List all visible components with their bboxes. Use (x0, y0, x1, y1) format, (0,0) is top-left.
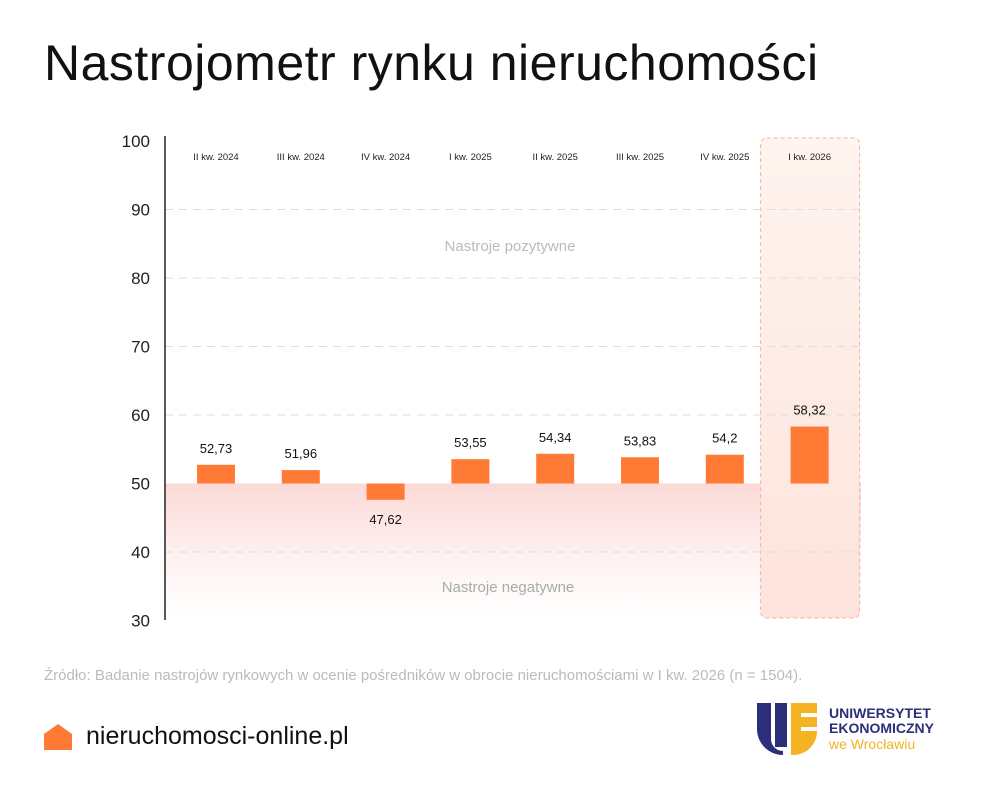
x-category-label: III kw. 2024 (277, 152, 325, 163)
data-label: 53,83 (624, 433, 657, 448)
bar (451, 459, 490, 484)
x-category-label: I kw. 2025 (449, 152, 492, 163)
bar (621, 457, 659, 484)
bar (366, 483, 405, 500)
x-category-label: II kw. 2025 (532, 152, 577, 163)
positive-zone-label: Nastroje pozytywne (445, 238, 576, 255)
bar (536, 453, 575, 484)
bar (705, 454, 744, 484)
data-label: 47,62 (369, 512, 402, 527)
x-category-label: II kw. 2024 (193, 152, 238, 163)
brand-logo[interactable]: nieruchomosci-online.pl (44, 722, 349, 751)
x-category-label: IV kw. 2024 (361, 152, 410, 163)
y-tick-label: 40 (131, 543, 150, 562)
y-tick-label: 100 (122, 132, 150, 151)
data-label: 54,34 (539, 430, 572, 445)
brand-name: nieruchomosci-online.pl (86, 722, 349, 750)
ue-line3: we Wrocławiu (829, 736, 916, 752)
bar (197, 464, 235, 484)
y-tick-label: 80 (131, 269, 150, 288)
ue-line2: EKONOMICZNY (829, 720, 934, 736)
x-category-label: III kw. 2025 (616, 152, 664, 163)
y-tick-label: 60 (131, 406, 150, 425)
highlight-box (760, 137, 861, 619)
y-tick-label: 70 (131, 338, 150, 357)
data-label: 54,2 (712, 431, 737, 446)
x-category-label: IV kw. 2025 (700, 152, 749, 163)
university-logo: UNIWERSYTET EKONOMICZNY we Wrocławiu (757, 703, 934, 755)
y-tick-label: 50 (131, 475, 150, 494)
page-title: Nastrojometr rynku nieruchomości (44, 35, 819, 91)
data-label: 51,96 (285, 446, 318, 461)
negative-zone-label: Nastroje negatywne (442, 579, 575, 596)
y-tick-label: 90 (131, 201, 150, 220)
data-label: 53,55 (454, 435, 487, 450)
y-tick-label: 30 (131, 612, 150, 631)
bar (790, 426, 829, 484)
bar (281, 470, 320, 484)
source-note: Źródło: Badanie nastrojów rynkowych w oc… (44, 667, 803, 684)
house-icon (44, 723, 72, 750)
ue-emblem-icon (757, 703, 818, 755)
data-label: 58,32 (793, 403, 826, 418)
ue-line1: UNIWERSYTET (829, 705, 931, 721)
x-category-label: I kw. 2026 (788, 152, 831, 163)
data-label: 52,73 (200, 441, 233, 456)
sentiment-bar-chart: 30 40 50 60 70 80 90 100 Nastroje pozytywne Nastr… (122, 132, 861, 631)
